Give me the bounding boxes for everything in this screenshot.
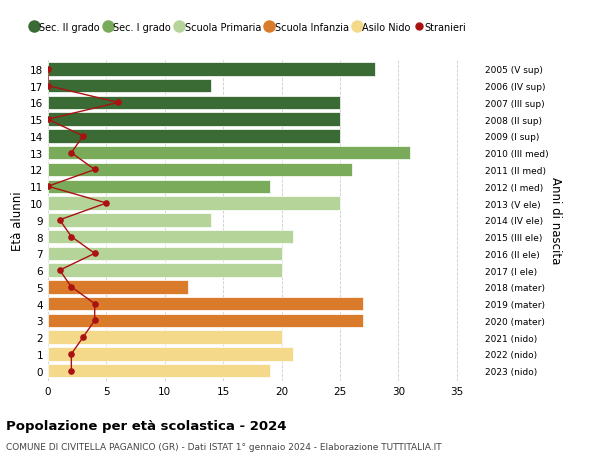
Bar	[48, 80, 211, 93]
Bar	[48, 180, 270, 194]
Bar	[48, 163, 352, 177]
Point	[67, 284, 76, 291]
Text: COMUNE DI CIVITELLA PAGANICO (GR) - Dati ISTAT 1° gennaio 2024 - Elaborazione TU: COMUNE DI CIVITELLA PAGANICO (GR) - Dati…	[6, 442, 442, 451]
Bar	[48, 247, 281, 261]
Y-axis label: Anni di nascita: Anni di nascita	[550, 177, 562, 264]
Point	[43, 116, 53, 123]
Point	[43, 66, 53, 73]
Point	[113, 100, 123, 107]
Point	[101, 200, 111, 207]
Bar	[48, 264, 281, 277]
Point	[78, 133, 88, 140]
Point	[90, 167, 100, 174]
Point	[55, 267, 64, 274]
Text: Popolazione per età scolastica - 2024: Popolazione per età scolastica - 2024	[6, 419, 287, 431]
Point	[67, 351, 76, 358]
Bar	[48, 297, 363, 311]
Bar	[48, 314, 363, 327]
Bar	[48, 364, 270, 378]
Point	[43, 83, 53, 90]
Bar	[48, 347, 293, 361]
Bar	[48, 197, 340, 210]
Point	[67, 367, 76, 375]
Bar	[48, 147, 410, 160]
Point	[43, 183, 53, 190]
Bar	[48, 331, 281, 344]
Legend: Sec. II grado, Sec. I grado, Scuola Primaria, Scuola Infanzia, Asilo Nido, Stran: Sec. II grado, Sec. I grado, Scuola Prim…	[31, 23, 466, 33]
Point	[67, 233, 76, 241]
Bar	[48, 130, 340, 143]
Y-axis label: Età alunni: Età alunni	[11, 190, 25, 250]
Point	[67, 150, 76, 157]
Bar	[48, 213, 211, 227]
Bar	[48, 280, 188, 294]
Point	[55, 217, 64, 224]
Point	[90, 317, 100, 325]
Bar	[48, 96, 340, 110]
Point	[90, 250, 100, 257]
Point	[90, 300, 100, 308]
Bar	[48, 113, 340, 127]
Point	[78, 334, 88, 341]
Bar	[48, 63, 375, 76]
Bar	[48, 230, 293, 244]
